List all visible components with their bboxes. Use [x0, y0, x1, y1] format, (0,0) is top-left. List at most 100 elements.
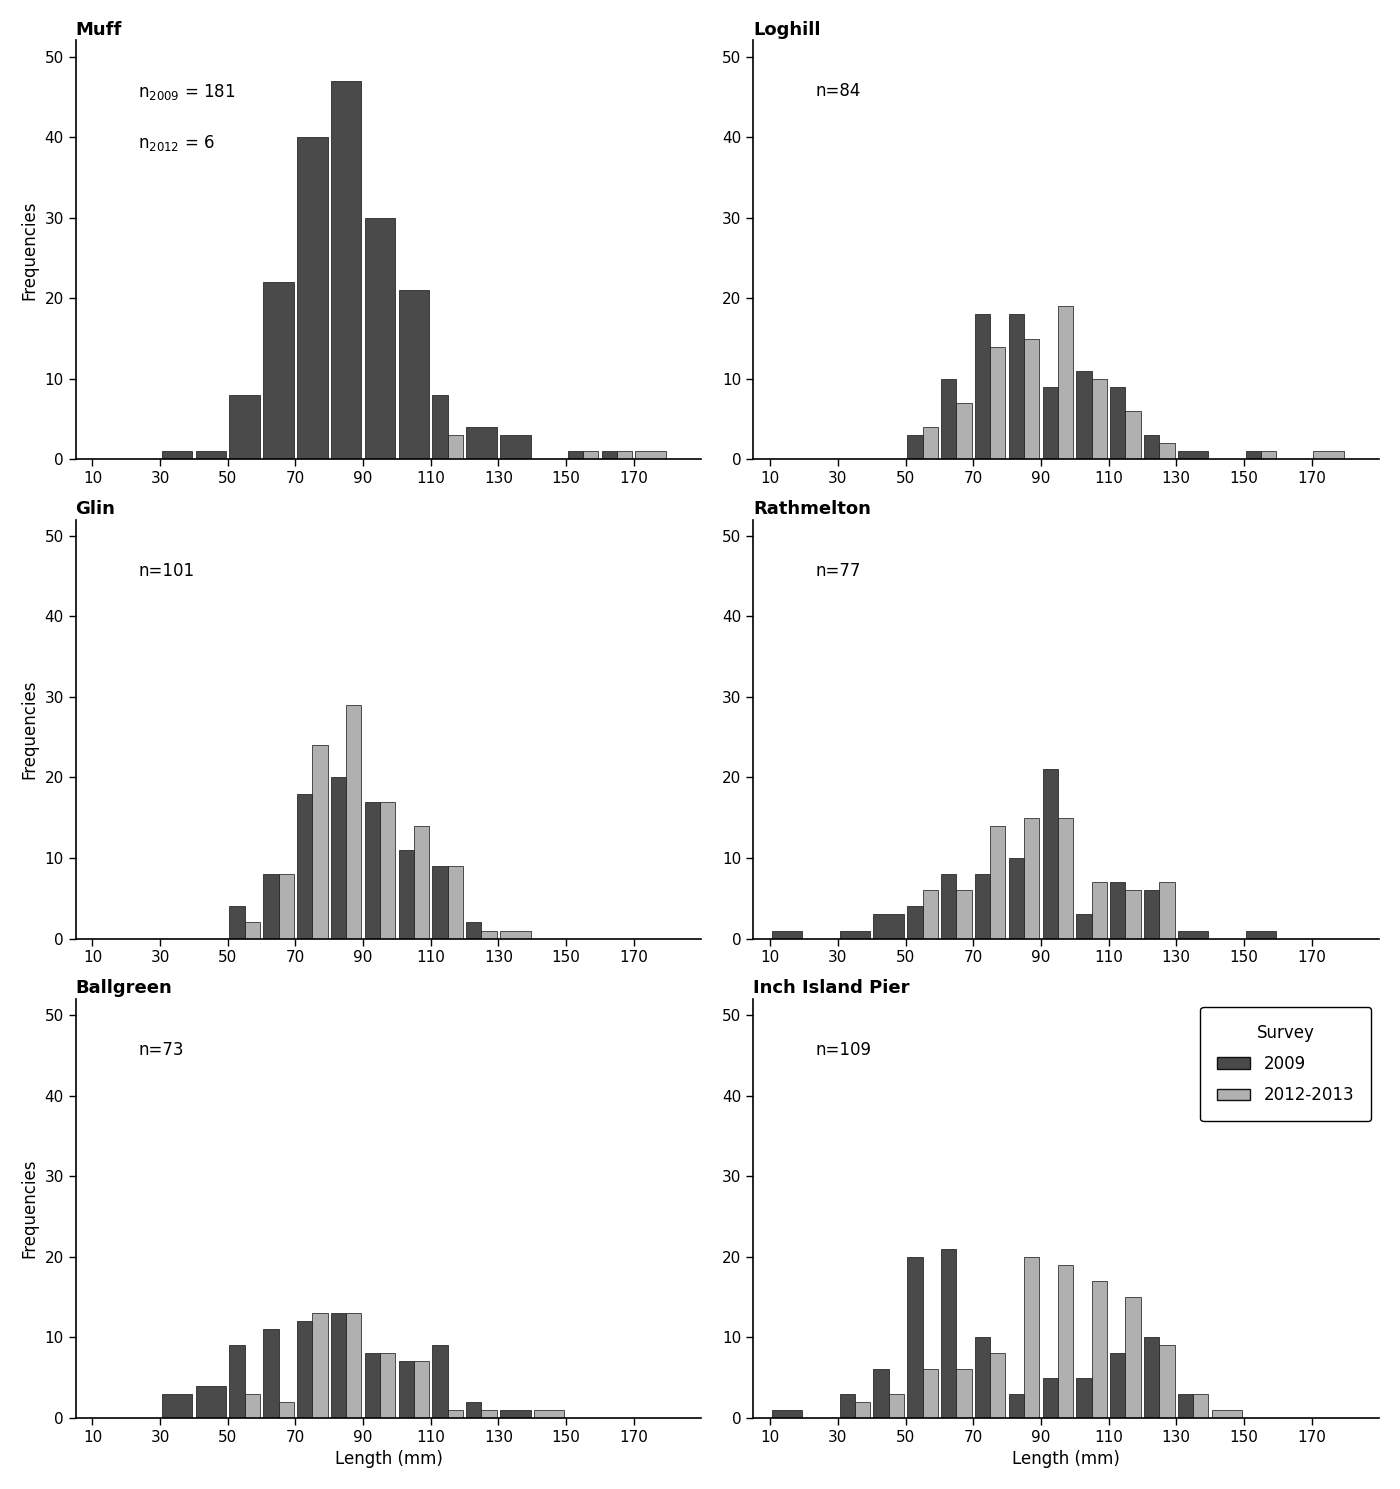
Bar	[990, 1354, 1005, 1418]
Bar	[297, 1321, 312, 1418]
Bar	[974, 314, 990, 460]
Bar	[330, 80, 361, 460]
Bar	[1058, 817, 1072, 938]
Bar	[433, 395, 448, 460]
Text: n$_{2009}$ = 181: n$_{2009}$ = 181	[139, 82, 235, 103]
Bar	[907, 907, 923, 938]
Bar	[466, 427, 497, 460]
Bar	[1058, 307, 1072, 460]
Bar	[279, 874, 294, 938]
Bar	[1177, 931, 1208, 938]
Text: Ballgreen: Ballgreen	[76, 980, 172, 998]
Bar	[230, 395, 260, 460]
Bar	[448, 435, 463, 460]
Bar	[1159, 881, 1175, 938]
Bar	[974, 874, 990, 938]
Text: Rathmelton: Rathmelton	[753, 500, 871, 518]
Bar	[889, 1394, 904, 1418]
Bar	[923, 890, 938, 938]
Bar	[941, 378, 956, 460]
Bar	[399, 1361, 414, 1418]
Legend: 2009, 2012-2013: 2009, 2012-2013	[1200, 1007, 1371, 1121]
Bar	[263, 281, 294, 460]
Bar	[399, 290, 428, 460]
Bar	[365, 217, 395, 460]
Bar	[602, 451, 617, 460]
Text: Muff: Muff	[76, 21, 122, 39]
Bar	[399, 850, 414, 938]
Bar	[448, 1410, 463, 1418]
Bar	[771, 1410, 802, 1418]
Bar	[500, 1410, 531, 1418]
Bar	[1110, 881, 1126, 938]
Bar	[297, 794, 312, 938]
Y-axis label: Frequencies: Frequencies	[21, 1158, 39, 1258]
X-axis label: Length (mm): Length (mm)	[335, 1450, 442, 1468]
Bar	[466, 923, 482, 938]
Bar	[907, 1257, 923, 1418]
Text: n=84: n=84	[816, 82, 861, 100]
Bar	[533, 1410, 564, 1418]
Text: n$_{2012}$ = 6: n$_{2012}$ = 6	[139, 133, 216, 152]
Bar	[482, 931, 497, 938]
Bar	[617, 451, 631, 460]
Bar	[346, 1313, 361, 1418]
Bar	[365, 1354, 379, 1418]
Y-axis label: Frequencies: Frequencies	[21, 679, 39, 779]
Bar	[162, 1394, 192, 1418]
Bar	[1110, 1354, 1126, 1418]
Bar	[245, 923, 260, 938]
Bar	[297, 137, 328, 460]
Bar	[196, 451, 225, 460]
Bar	[1058, 1264, 1072, 1418]
Bar	[990, 347, 1005, 460]
Bar	[1077, 1377, 1092, 1418]
Bar	[974, 1337, 990, 1418]
Bar	[956, 404, 972, 460]
Text: n=77: n=77	[816, 561, 861, 579]
Bar	[1193, 1394, 1208, 1418]
Bar	[1177, 451, 1208, 460]
Bar	[1313, 451, 1344, 460]
Bar	[923, 1370, 938, 1418]
Bar	[330, 777, 346, 938]
Bar	[582, 451, 598, 460]
Bar	[196, 1386, 225, 1418]
Bar	[1009, 858, 1023, 938]
Bar	[874, 1370, 889, 1418]
Bar	[923, 427, 938, 460]
Bar	[1023, 817, 1039, 938]
Bar	[1043, 1377, 1058, 1418]
Bar	[414, 826, 428, 938]
Bar	[448, 867, 463, 938]
Bar	[230, 1345, 245, 1418]
Bar	[990, 826, 1005, 938]
Bar	[1043, 770, 1058, 938]
Bar	[956, 1370, 972, 1418]
Bar	[1144, 1337, 1159, 1418]
Text: Inch Island Pier: Inch Island Pier	[753, 980, 910, 998]
X-axis label: Length (mm): Length (mm)	[1012, 1450, 1120, 1468]
Bar	[330, 1313, 346, 1418]
Bar	[1126, 411, 1141, 460]
Bar	[346, 704, 361, 938]
Bar	[956, 890, 972, 938]
Bar	[279, 1401, 294, 1418]
Bar	[840, 1394, 855, 1418]
Y-axis label: Frequencies: Frequencies	[21, 200, 39, 299]
Bar	[466, 1401, 482, 1418]
Bar	[1261, 451, 1275, 460]
Text: n=73: n=73	[139, 1041, 183, 1059]
Bar	[245, 1394, 260, 1418]
Bar	[1009, 314, 1023, 460]
Bar	[312, 1313, 328, 1418]
Bar	[1110, 387, 1126, 460]
Bar	[907, 435, 923, 460]
Bar	[433, 867, 448, 938]
Bar	[568, 451, 582, 460]
Bar	[1077, 371, 1092, 460]
Bar	[263, 1330, 279, 1418]
Bar	[1023, 338, 1039, 460]
Bar	[1092, 881, 1107, 938]
Bar	[1246, 451, 1261, 460]
